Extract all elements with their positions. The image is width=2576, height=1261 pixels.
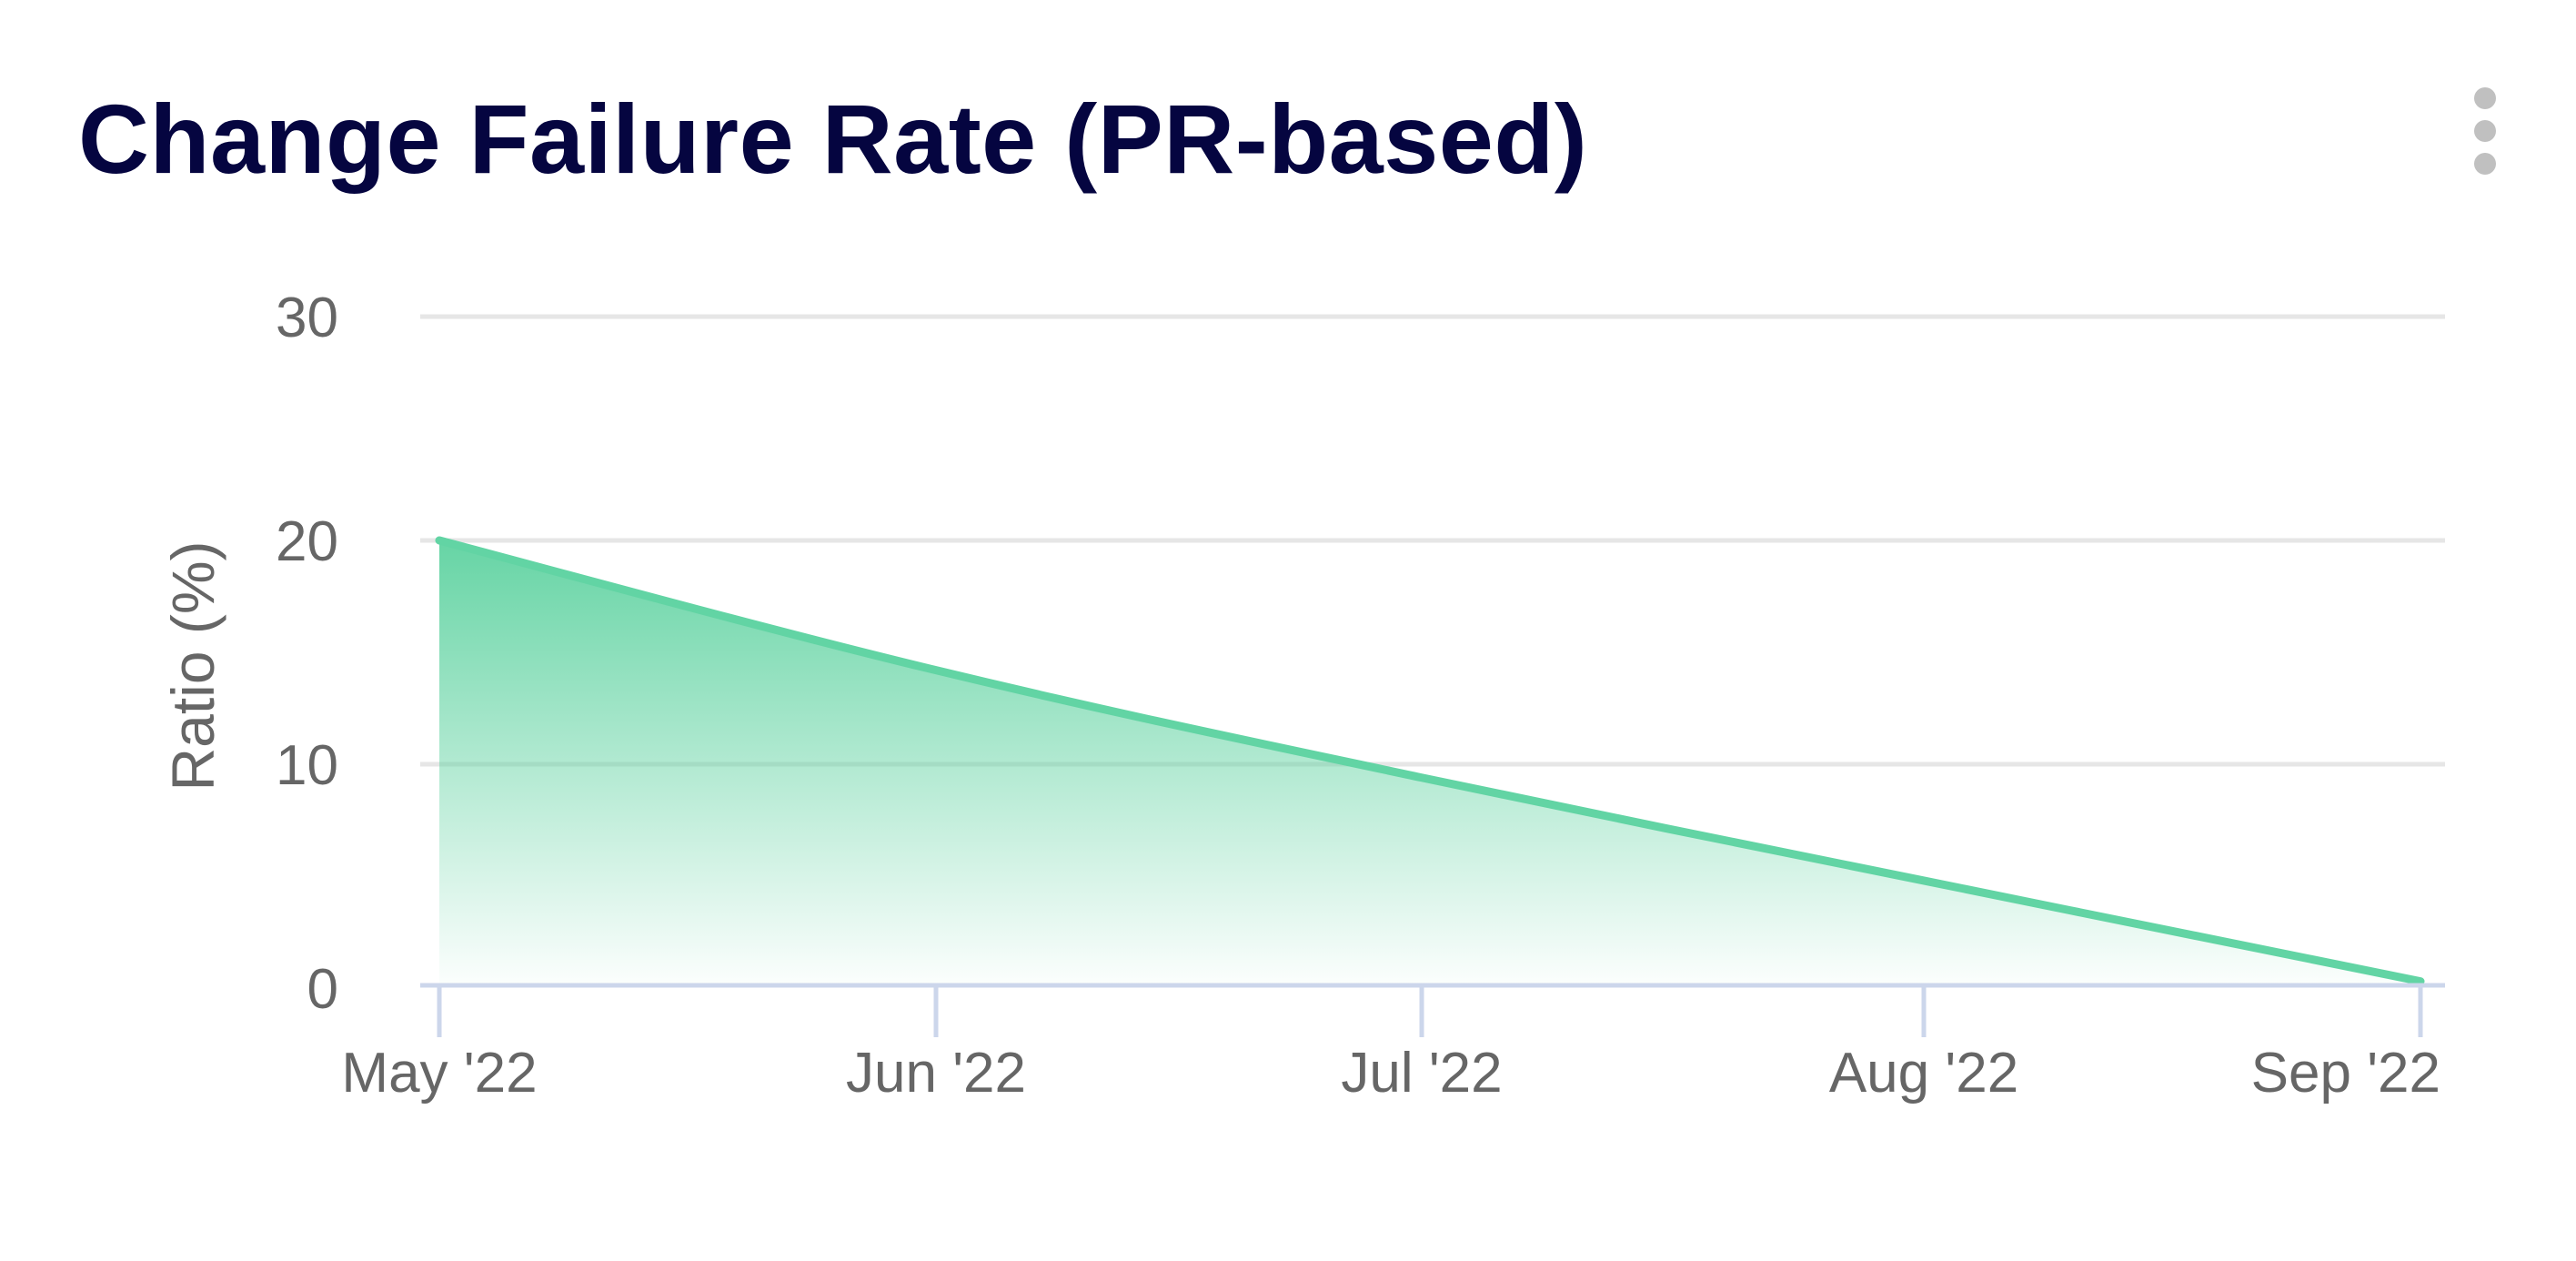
y-tick-label: 30 — [276, 287, 338, 349]
y-axis-tick-labels: 0 10 20 30 — [276, 287, 338, 1021]
chart-title: Change Failure Rate (PR-based) — [78, 84, 1588, 194]
x-tick-label: Aug '22 — [1829, 1042, 2018, 1105]
x-axis-ticks: May '22 Jun '22 Jul '22 Aug '22 Sep '22 — [341, 985, 2440, 1105]
area-fill — [439, 540, 2420, 985]
x-tick-label: Sep '22 — [2251, 1042, 2440, 1105]
x-tick-label: Jul '22 — [1341, 1042, 1502, 1105]
kebab-menu-button[interactable] — [2467, 87, 2503, 175]
y-tick-label: 10 — [276, 734, 338, 797]
y-tick-label: 20 — [276, 510, 338, 573]
y-axis-title: Ratio (%) — [159, 540, 226, 791]
x-tick-label: May '22 — [341, 1042, 537, 1105]
x-tick-label: Jun '22 — [846, 1042, 1026, 1105]
kebab-dot-icon — [2474, 120, 2496, 142]
kebab-dot-icon — [2474, 153, 2496, 175]
series-line[interactable] — [435, 536, 2425, 986]
y-tick-label: 0 — [307, 958, 338, 1021]
kebab-dot-icon — [2474, 87, 2496, 109]
